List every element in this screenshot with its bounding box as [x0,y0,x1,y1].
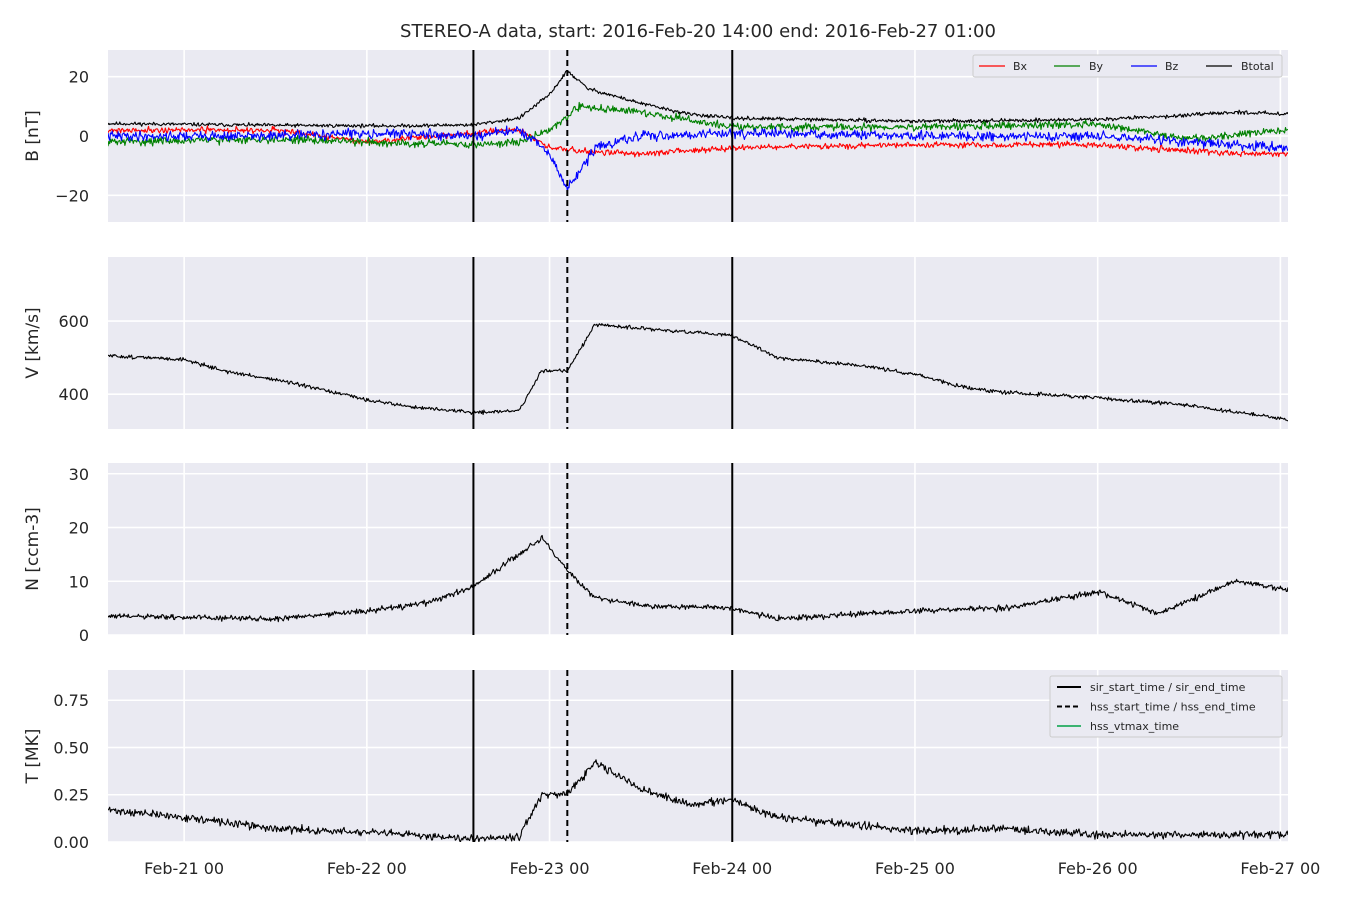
series-line-n [108,534,1288,623]
y-tick-label: 20 [69,68,89,87]
y-tick-label: −20 [55,186,89,205]
legend-label-1: hss_start_time / hss_end_time [1090,701,1256,714]
legend-magnetic-field: Bx By Bz Btotal [972,54,1283,78]
series-group [108,323,1288,422]
legend-label-by: By [1089,60,1104,73]
series-line-btotal [108,70,1288,129]
series-group [108,70,1288,192]
x-tick-label: Feb-24 00 [692,859,772,878]
y-axis-label: N [ccm-3] [23,507,43,591]
panel-background [108,257,1288,429]
series-group [108,534,1288,623]
y-tick-label: 0.25 [53,786,89,805]
legend-event-lines: sir_start_time / sir_end_time hss_start_t… [1049,675,1283,738]
legend-box [1049,675,1283,738]
series-line-t [108,759,1288,842]
panel-v: 400 600 V [km/s] [23,257,1288,429]
series-line-bz [108,125,1288,192]
y-axis-label: B [nT] [23,110,43,162]
y-tick-label: 0 [79,127,89,146]
y-tick-label: 600 [58,312,89,331]
x-tick-label: Feb-25 00 [875,859,955,878]
x-tick-label: Feb-21 00 [144,859,224,878]
series-line-by [108,101,1288,149]
legend-label-2: hss_vtmax_time [1090,720,1179,733]
x-tick-labels: Feb-21 00 Feb-22 00 Feb-23 00 Feb-24 00 Feb-… [144,859,1320,878]
panel-b: −20 0 20 B [nT] [23,50,1288,222]
legend-label-0: sir_start_time / sir_end_time [1090,681,1246,694]
series-group [108,759,1288,842]
y-tick-label: 0.75 [53,691,89,710]
panel-n: 0 10 20 30 N [ccm-3] [23,463,1288,645]
chart-title: STEREO-A data, start: 2016-Feb-20 14:00 … [400,21,996,42]
y-tick-label: 0.00 [53,833,89,852]
y-tick-label: 10 [69,572,89,591]
y-axis-label: T [MK] [23,729,43,785]
x-tick-label: Feb-23 00 [510,859,590,878]
panel-background [108,463,1288,635]
y-tick-label: 400 [58,385,89,404]
y-axis-label: V [km/s] [23,307,43,378]
y-tick-label: 20 [69,519,89,538]
y-tick-label: 30 [69,465,89,484]
y-tick-label: 0.50 [53,738,89,757]
legend-label-bz: Bz [1165,60,1179,73]
x-tick-label: Feb-22 00 [327,859,407,878]
legend-label-bx: Bx [1013,60,1028,73]
x-tick-label: Feb-26 00 [1058,859,1138,878]
series-line-v [108,323,1288,422]
x-tick-label: Feb-27 00 [1240,859,1320,878]
legend-box [972,54,1283,78]
legend-label-btotal: Btotal [1241,60,1274,73]
y-tick-label: 0 [79,626,89,645]
